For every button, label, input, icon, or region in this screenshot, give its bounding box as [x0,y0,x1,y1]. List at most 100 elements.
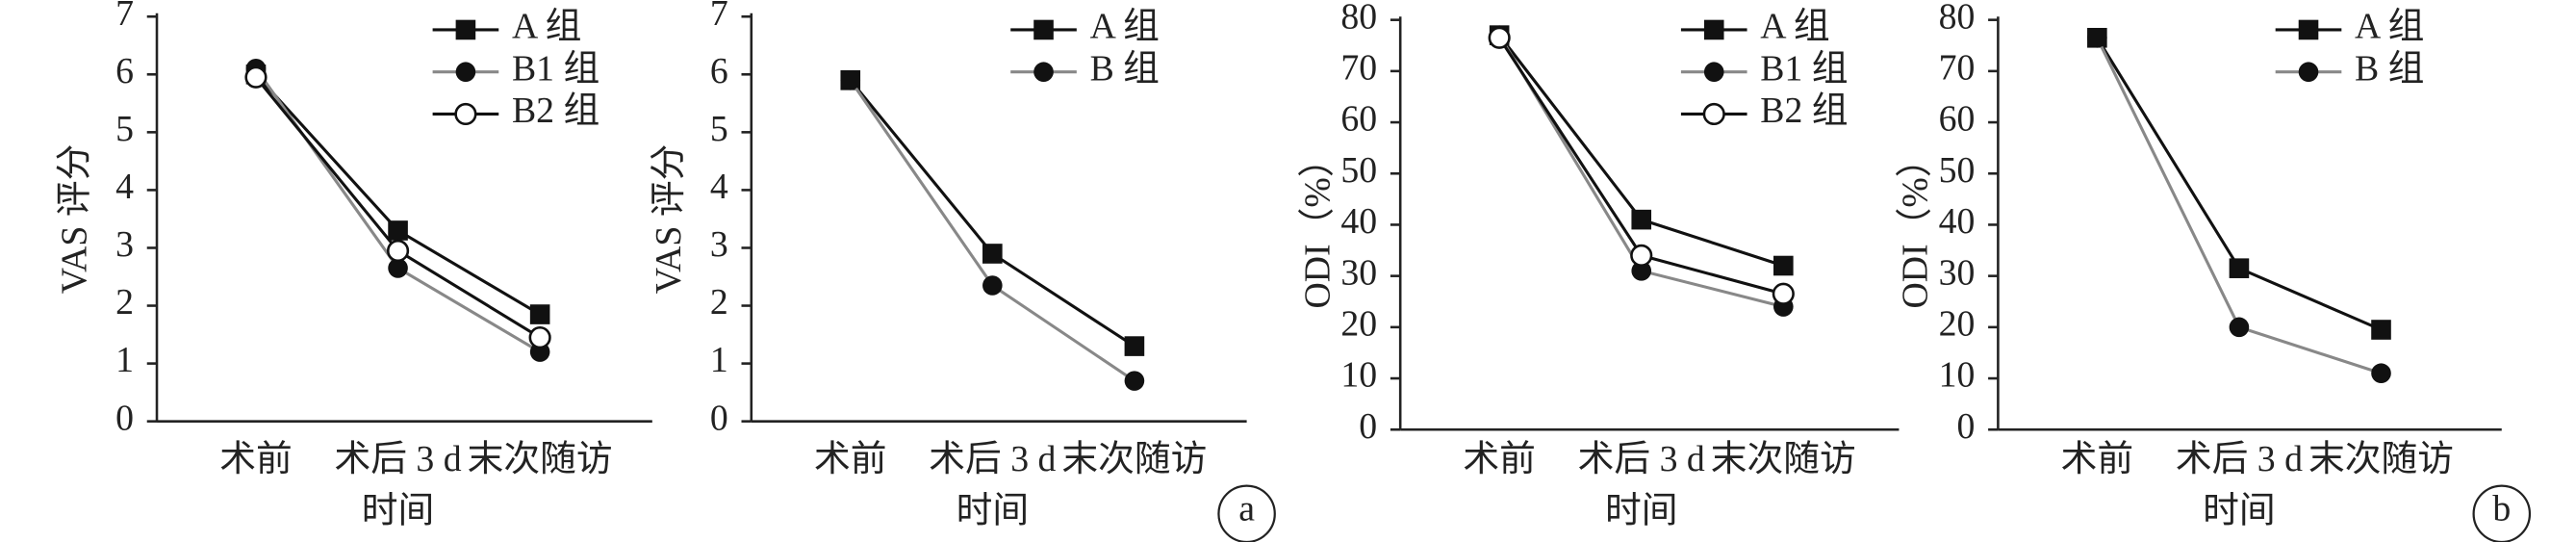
x-tick-label: 术前 [2061,439,2134,479]
series-line [254,73,541,316]
y-tick-label: 20 [1340,304,1377,345]
y-axis-label: ODI（%） [1896,141,1936,308]
legend-marker [1033,62,1054,83]
legend-marker [455,62,476,83]
panel-label: a [1238,489,1255,529]
legend-label: B2 组 [512,90,599,131]
y-tick-label: 1 [710,340,728,380]
legend-label: B2 组 [1760,90,1848,131]
marker [244,65,268,89]
marker [529,304,550,324]
x-tick-label: 末次随访 [2308,439,2454,479]
y-tick-label: 7 [710,0,728,34]
marker [1124,371,1145,391]
marker [528,325,551,349]
y-tick-label: 10 [1939,355,1976,396]
legend-label: B1 组 [512,48,599,89]
y-tick-label: 40 [1939,201,1976,242]
y-tick-label: 0 [710,398,728,438]
legend-marker [455,19,476,40]
y-tick-label: 60 [1340,99,1377,140]
legend-marker [1703,62,1724,83]
marker [1631,261,1652,281]
y-tick-label: 60 [1939,99,1976,140]
x-tick-label: 末次随访 [468,439,613,479]
y-tick-label: 2 [710,282,728,323]
y-tick-label: 50 [1340,150,1377,191]
legend-label: A 组 [1090,7,1160,47]
y-tick-label: 4 [710,167,728,207]
y-tick-label: 4 [115,167,134,207]
legend-label: B1 组 [1760,48,1848,89]
legend-marker [1033,19,1054,40]
marker [982,244,1003,264]
marker [1630,244,1653,267]
y-tick-label: 2 [115,282,134,323]
marker [840,70,861,90]
legend-marker [454,102,477,126]
y-axis-label: VAS 评分 [54,144,94,295]
y-tick-label: 70 [1939,48,1976,89]
marker [1772,282,1795,305]
y-tick-label: 0 [1359,406,1377,447]
y-tick-label: 3 [115,224,134,265]
x-tick-label: 术后 3 d [334,439,461,479]
x-axis-label: 时间 [2203,490,2276,530]
x-tick-label: 末次随访 [1711,439,1856,479]
legend-label: A 组 [1760,7,1829,47]
series-line [254,76,541,339]
y-tick-label: 6 [115,51,134,91]
legend-label: B 组 [1090,48,1160,89]
y-tick-label: 1 [115,340,134,380]
y-tick-label: 80 [1939,0,1976,37]
y-tick-label: 50 [1939,150,1976,191]
y-tick-label: 70 [1340,48,1377,89]
marker [1124,336,1145,356]
legend-marker [2298,19,2319,40]
marker [386,239,410,263]
y-tick-label: 7 [115,0,134,34]
marker [982,275,1003,296]
y-tick-label: 20 [1939,304,1976,345]
legend-label: A 组 [512,7,581,47]
y-tick-label: 80 [1340,0,1377,37]
y-tick-label: 10 [1340,355,1377,396]
legend-label: A 组 [2355,7,2424,47]
legend-label: B 组 [2355,48,2424,89]
series-line [254,67,541,353]
x-tick-label: 术后 3 d [929,439,1056,479]
series-line [2096,37,2383,331]
x-tick-label: 末次随访 [1061,439,1207,479]
x-tick-label: 术前 [219,439,293,479]
marker [1631,209,1652,230]
y-axis-label: VAS 评分 [649,144,689,295]
legend-marker [2298,62,2319,83]
y-tick-label: 30 [1340,252,1377,293]
legend-marker [1702,102,1725,126]
x-axis-label: 时间 [956,490,1029,530]
y-tick-label: 3 [710,224,728,265]
y-tick-label: 30 [1939,252,1976,293]
x-axis-label: 时间 [1605,490,1678,530]
y-tick-label: 0 [1956,406,1975,447]
marker [2229,317,2250,338]
x-tick-label: 术后 3 d [1578,439,1705,479]
marker [388,220,408,241]
x-tick-label: 术前 [1463,439,1536,479]
series-line [849,79,1135,382]
marker [1488,26,1511,49]
x-axis-label: 时间 [362,490,434,530]
y-tick-label: 0 [115,398,134,438]
series-line [1497,34,1784,268]
y-tick-label: 40 [1340,201,1377,242]
panel-label: b [2492,489,2511,529]
series-line [849,79,1135,348]
legend-marker [1703,19,1724,40]
marker [388,258,408,278]
y-axis-label: ODI（%） [1297,141,1338,308]
marker [2371,320,2391,340]
y-tick-label: 5 [115,109,134,149]
x-tick-label: 术前 [814,439,887,479]
x-tick-label: 术后 3 d [2176,439,2303,479]
